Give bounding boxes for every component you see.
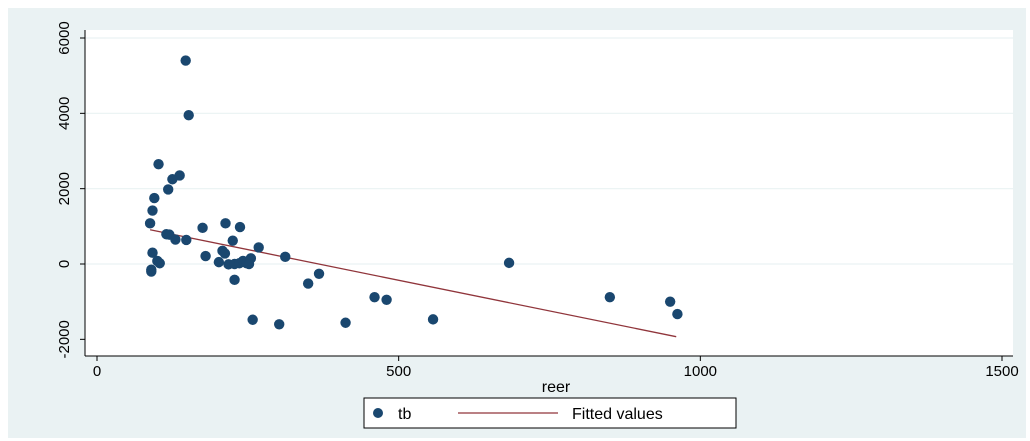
tb-point-11: [170, 234, 181, 245]
y-tick-label-3: 4000: [56, 97, 73, 130]
legend-label-tb: tb: [398, 406, 411, 423]
plot-area: [85, 30, 1013, 356]
x-axis-label: reer: [542, 379, 571, 396]
tb-point-14: [220, 218, 231, 229]
tb-point-5: [162, 184, 174, 195]
tb-point-45: [604, 291, 616, 303]
tb-point-46: [664, 296, 676, 307]
legend-marker-tb: [373, 408, 383, 418]
tb-point-26: [213, 256, 225, 268]
tb-point-47: [672, 308, 683, 320]
tb-point-6: [149, 192, 160, 204]
tb-point-37: [302, 278, 314, 289]
tb-point-2: [153, 158, 164, 170]
tb-point-17: [253, 242, 264, 253]
tb-point-16: [227, 235, 238, 246]
fitted-values-line: [149, 229, 677, 338]
axes: [80, 30, 1013, 361]
fitted-line-layer: [149, 229, 677, 338]
tb-point-0: [180, 55, 191, 66]
tb-point-25: [219, 248, 231, 259]
tb-point-42: [274, 319, 285, 330]
legend: tb Fitted values: [363, 397, 737, 429]
legend-label-fitted: Fitted values: [572, 406, 663, 423]
tb-point-7: [147, 205, 158, 216]
tb-point-43: [340, 317, 351, 328]
tb-point-33: [243, 258, 255, 270]
x-tick-label-1: 500: [386, 363, 411, 380]
tb-point-44: [427, 314, 439, 325]
tb-point-4: [167, 174, 178, 185]
y-tick-label-4: 6000: [56, 21, 73, 54]
tb-point-34: [280, 251, 291, 263]
y-tick-label-0: -2000: [56, 320, 73, 358]
scatter-points-layer: [144, 55, 683, 330]
tb-point-15: [234, 221, 246, 233]
tb-point-39: [381, 294, 392, 305]
tick-labels: -2000 0 2000 4000 6000 0 500 1000 1500: [56, 21, 1019, 380]
tb-point-18: [147, 247, 158, 258]
tb-point-12: [181, 234, 192, 246]
tb-point-20: [154, 258, 165, 269]
tb-point-8: [144, 218, 156, 229]
y-tick-label-1: 0: [56, 260, 73, 268]
tb-point-13: [197, 222, 208, 234]
tb-point-23: [200, 250, 211, 262]
tb-point-38: [369, 291, 380, 303]
x-tick-label-0: 0: [93, 363, 101, 380]
tb-point-36: [313, 268, 325, 279]
tb-point-1: [183, 110, 194, 121]
tb-point-41: [247, 314, 258, 325]
y-tick-label-2: 2000: [56, 172, 73, 205]
tb-point-35: [229, 274, 240, 286]
x-tick-label-3: 1500: [985, 363, 1018, 380]
tb-point-22: [146, 266, 157, 277]
tb-point-40: [503, 257, 515, 269]
x-tick-label-2: 1000: [684, 363, 717, 380]
